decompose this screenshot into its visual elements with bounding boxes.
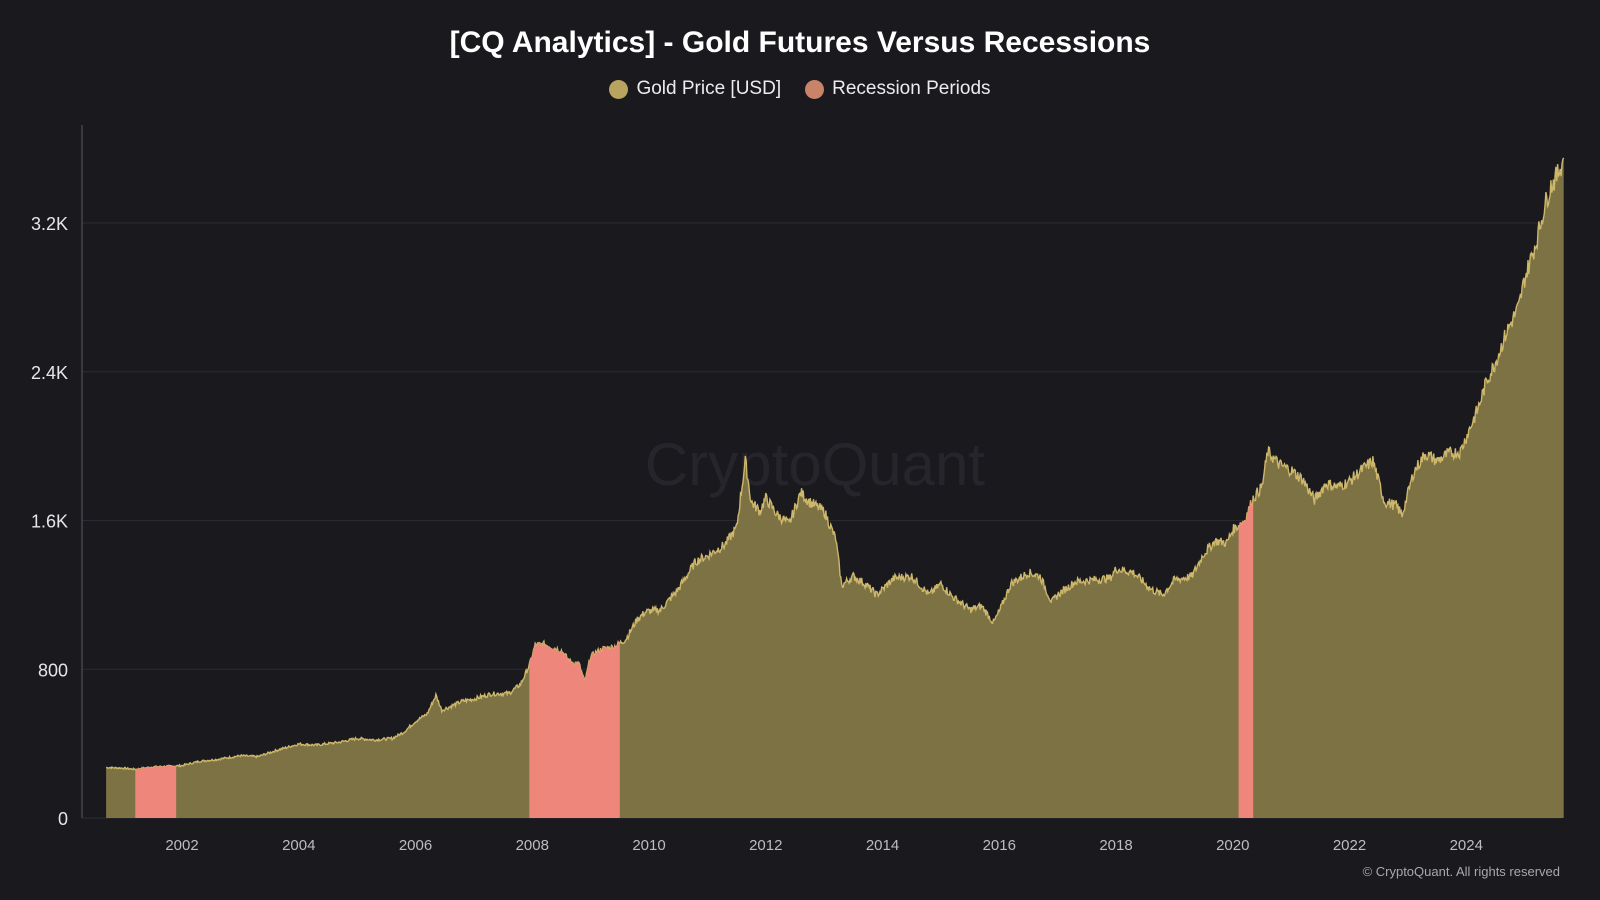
recession-period-band (135, 157, 177, 818)
x-tick-label: 2024 (1450, 837, 1483, 854)
area-layer (106, 157, 1565, 818)
chart-title: [CQ Analytics] - Gold Futures Versus Rec… (449, 26, 1151, 59)
recession-period-band (529, 157, 620, 818)
x-tick-label: 2020 (1216, 837, 1249, 854)
x-tick-label: 2012 (749, 837, 782, 854)
x-tick-label: 2004 (282, 837, 315, 854)
watermark-text: CryptoQuant (645, 431, 985, 498)
legend-label-recession: Recession Periods (832, 78, 991, 99)
x-tick-label: 2018 (1099, 837, 1132, 854)
x-tick-label: 2016 (983, 837, 1016, 854)
x-tick-label: 2014 (866, 837, 899, 854)
axis-layer: 0 800 1.6K 2.4K 3.2K 2002 2004 2006 2008 2010 2012… (31, 125, 1483, 854)
gold-price-area (106, 157, 1564, 818)
x-tick-label: 2006 (399, 837, 432, 854)
x-tick-label: 2022 (1333, 837, 1366, 854)
recession-period-band (1238, 157, 1254, 818)
x-tick-label: 2010 (632, 837, 665, 854)
x-tick-label: 2002 (165, 837, 198, 854)
y-tick-label: 2.4K (31, 363, 68, 383)
copyright-footer: © CryptoQuant. All rights reserved (1362, 864, 1560, 879)
y-tick-label: 0 (58, 809, 68, 829)
legend-swatch-gold (609, 79, 629, 99)
legend-label-gold: Gold Price [USD] (636, 78, 782, 99)
legend: Gold Price [USD] Recession Periods (0, 78, 1600, 100)
gold-price-line (106, 157, 1565, 771)
y-tick-label: 3.2K (31, 214, 68, 234)
legend-item-gold[interactable]: Gold Price [USD] (609, 78, 781, 100)
y-tick-label: 1.6K (31, 512, 68, 532)
x-tick-label: 2008 (516, 837, 549, 854)
legend-item-recession[interactable]: Recession Periods (805, 78, 991, 100)
y-tick-label: 800 (38, 660, 68, 680)
legend-swatch-recession (805, 79, 825, 99)
